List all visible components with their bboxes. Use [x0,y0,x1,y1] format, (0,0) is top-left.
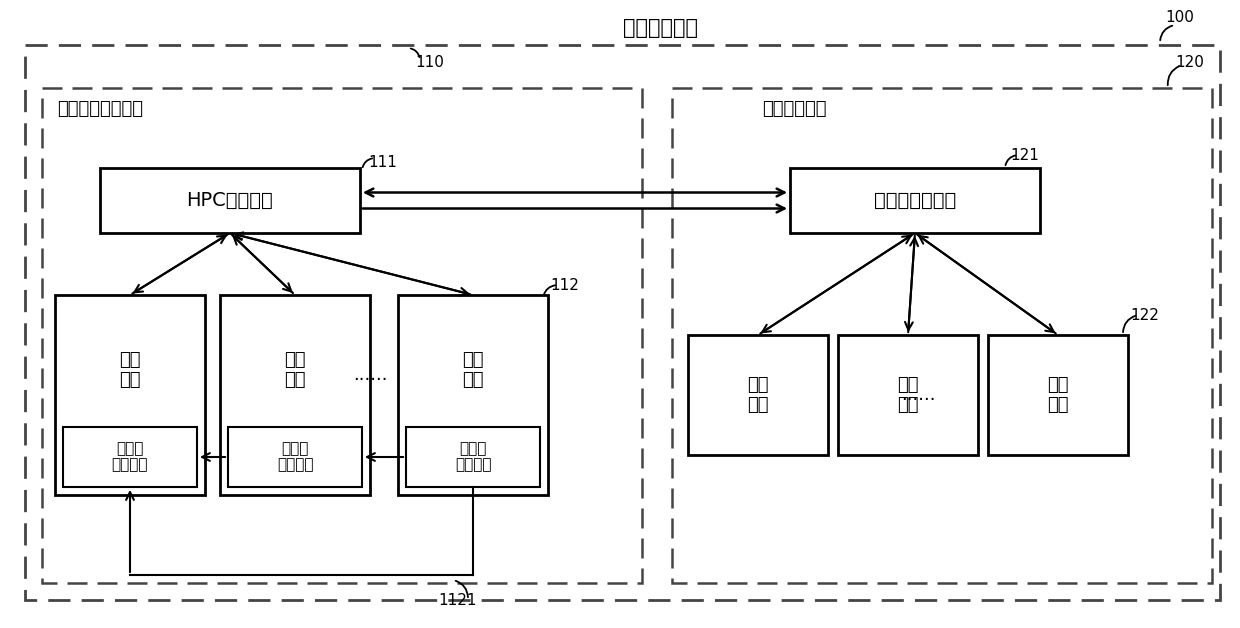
Bar [25,45,1220,600]
Text: 节点: 节点 [748,396,769,414]
Text: HPC调度系统: HPC调度系统 [187,191,273,210]
Text: 112: 112 [551,278,579,293]
Text: 122: 122 [1130,308,1159,323]
Text: 计算: 计算 [463,351,484,369]
Text: 121: 121 [1011,148,1039,163]
Text: ......: ...... [900,386,935,404]
Text: 100: 100 [1166,10,1194,25]
Text: 节点: 节点 [284,371,306,389]
Text: 1121: 1121 [439,593,477,608]
Text: 云计算管理系统: 云计算管理系统 [874,191,956,210]
Text: 节点: 节点 [463,371,484,389]
Bar [63,427,197,487]
Text: 计算: 计算 [119,351,141,369]
Text: 计算: 计算 [284,351,306,369]
Text: 混合计算系统: 混合计算系统 [622,18,697,38]
Bar [405,427,539,487]
Bar [55,295,205,495]
Text: ......: ...... [352,366,387,384]
Text: 110: 110 [415,55,444,70]
Text: 云计算: 云计算 [117,441,144,457]
Bar [790,168,1040,233]
Bar [219,295,370,495]
Text: 120: 120 [1176,55,1204,70]
Text: 代理服务: 代理服务 [112,458,149,472]
Text: 云计算: 云计算 [459,441,486,457]
Text: 代理服务: 代理服务 [277,458,314,472]
Text: 计算: 计算 [748,376,769,394]
Text: 节点: 节点 [1048,396,1069,414]
Bar [838,335,978,455]
Bar [228,427,362,487]
Bar [672,88,1211,583]
Text: 计算: 计算 [1048,376,1069,394]
Text: 代理服务: 代理服务 [455,458,491,472]
Text: 节点: 节点 [898,396,919,414]
Text: 云计算资源池: 云计算资源池 [763,100,827,118]
Bar [100,168,360,233]
Bar [42,88,642,583]
Text: 云计算: 云计算 [281,441,309,457]
Bar [398,295,548,495]
Text: 111: 111 [368,155,397,170]
Bar [688,335,828,455]
Text: 节点: 节点 [119,371,141,389]
Bar [988,335,1128,455]
Text: 高性能计算资源池: 高性能计算资源池 [57,100,143,118]
Text: 计算: 计算 [898,376,919,394]
